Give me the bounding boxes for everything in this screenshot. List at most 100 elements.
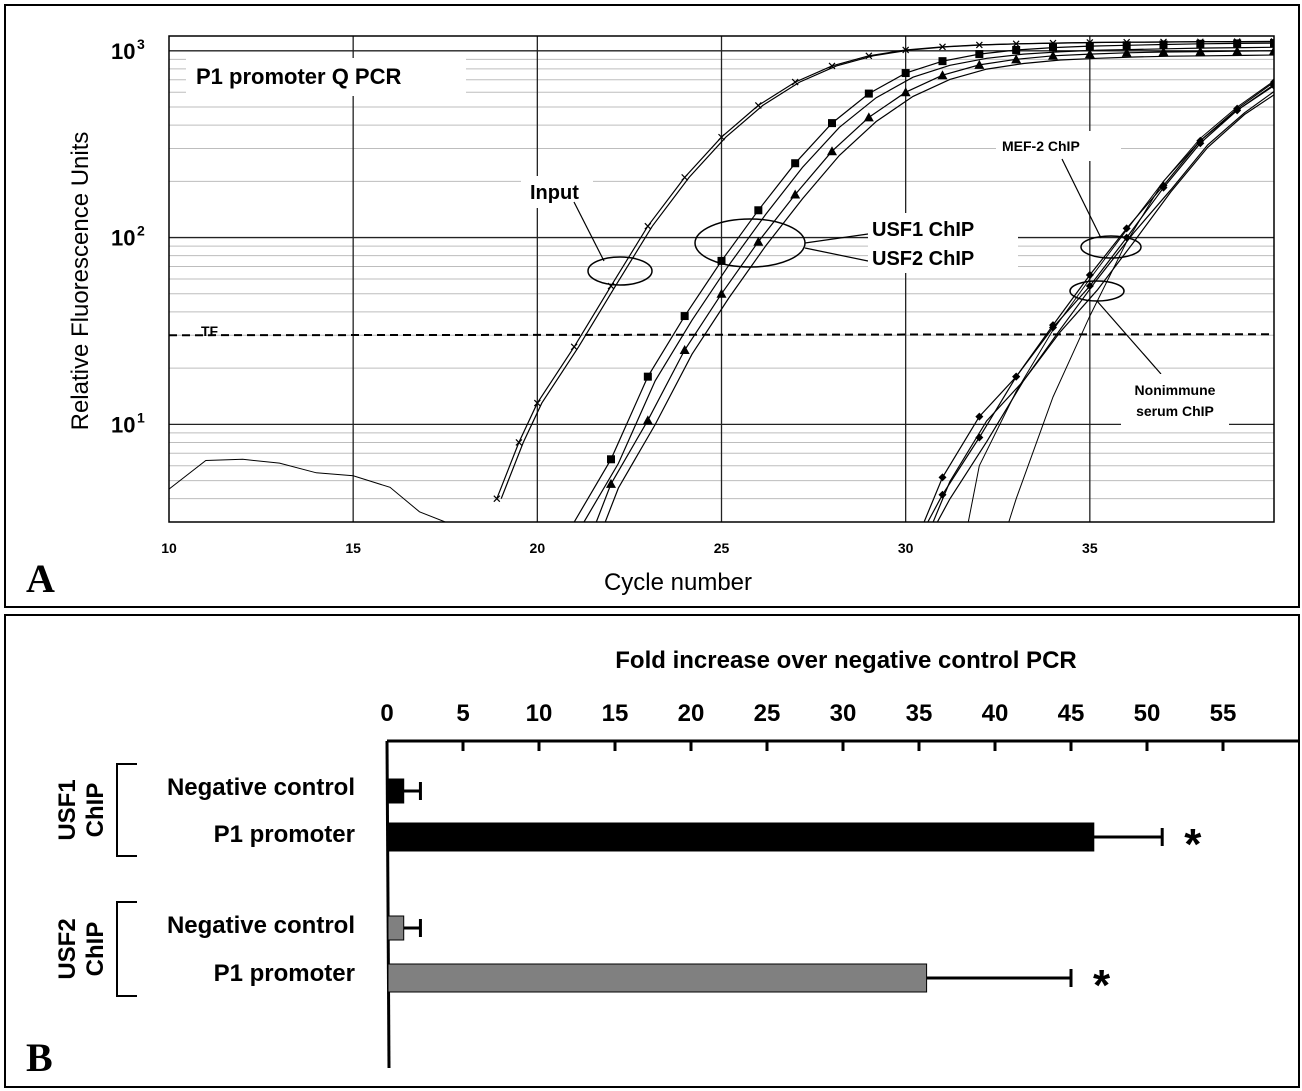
nonimmune-label-bg <box>1121 374 1229 428</box>
bar-tick-label: 45 <box>1058 700 1085 727</box>
x-tick-label: 30 <box>898 540 914 556</box>
usf2-chip-point <box>1084 49 1095 59</box>
usf1-chip-point <box>938 57 947 66</box>
bar-chart-title: Fold increase over negative control PCR <box>615 647 1076 674</box>
usf2-chip-point <box>900 87 911 97</box>
usf1-chip-point <box>643 372 652 381</box>
plot-frame <box>168 35 1275 523</box>
input-point <box>681 173 689 181</box>
row-label-usf1-negative: Negative control <box>167 774 355 801</box>
input-pointer <box>573 201 605 262</box>
annotation-nonimmune-2: serum ChIP <box>1136 403 1214 419</box>
input-point <box>644 222 652 230</box>
usf1-pointer <box>804 233 869 244</box>
annotation-usf1: USF1 ChIP <box>872 219 974 241</box>
usf2-chip-point <box>1195 46 1206 56</box>
usf2-chip-point <box>679 345 690 355</box>
threshold-line <box>168 333 1275 337</box>
bar-tick-label: 30 <box>830 700 857 727</box>
x-tick-label: 35 <box>1082 540 1098 556</box>
usf1-chip-point <box>901 69 910 78</box>
usf1-chip-point <box>864 89 873 98</box>
usf-ellipse <box>694 218 806 268</box>
usf1-chip-point <box>1012 45 1021 54</box>
bar-tick-label: 15 <box>602 700 629 727</box>
y-tick-exponent: 1 <box>137 409 145 425</box>
input-ellipse <box>587 256 653 286</box>
usf1-chip-point <box>1196 39 1205 48</box>
bar <box>387 915 405 941</box>
nonimmune-pointer <box>1096 300 1162 375</box>
usf1-chip-point <box>791 159 800 168</box>
usf1-chip-point <box>975 50 984 59</box>
usf2-chip-point <box>716 288 727 298</box>
panel-letter-a: A <box>26 556 55 601</box>
usf1-chip-point <box>1122 41 1131 50</box>
fold-bar-chart: Fold increase over negative control PCR … <box>26 647 1298 1080</box>
mef2-ellipse <box>1080 235 1142 259</box>
usf2-chip-point <box>790 189 801 199</box>
usf1-chip-point <box>1270 39 1274 48</box>
usf1-chip-point <box>1233 39 1242 48</box>
usf2-chip-point <box>753 236 764 246</box>
row-label-usf2-negative: Negative control <box>167 912 355 939</box>
usf2-chip-point <box>974 59 985 69</box>
bar-tick-label: 25 <box>754 700 781 727</box>
panel-b: Fold increase over negative control PCR … <box>4 614 1300 1088</box>
usf1-chip-point <box>607 455 615 464</box>
nonimmune-serum-chip-curve-replicate <box>936 94 1274 522</box>
usf2-bracket <box>116 901 137 997</box>
panel-letter-b: B <box>26 1035 53 1080</box>
annotation-nonimmune-1: Nonimmune <box>1135 382 1216 398</box>
usf1-chip-point <box>1159 40 1168 49</box>
bar-axis: 0 5 10 15 20 25 30 35 40 45 50 55 <box>380 700 1298 1069</box>
x-axis-label: Cycle number <box>604 569 752 596</box>
usf1-chip-point <box>717 256 726 265</box>
usf1-chip-point <box>1085 42 1094 51</box>
input-curve-replicate <box>500 40 1274 499</box>
usf2-chip-point <box>1048 50 1058 60</box>
usf2-chip-point <box>1269 45 1274 55</box>
nonimmune-serum-chip-point <box>938 490 947 499</box>
late-trace-curve <box>1008 80 1274 522</box>
input-point <box>865 52 873 60</box>
usf2-chip-point <box>606 478 616 488</box>
nonimmune-serum-chip-point <box>975 433 984 442</box>
title-box <box>186 58 466 96</box>
usf2-chip-point <box>1158 47 1169 57</box>
bar-tick-label: 40 <box>982 700 1009 727</box>
input-point <box>791 78 799 86</box>
mef2-pointer <box>1061 158 1102 239</box>
bar-tick-label: 0 <box>380 700 393 727</box>
input-point <box>902 46 910 54</box>
input-point <box>754 101 762 109</box>
y-tick-label: 10 <box>111 412 135 437</box>
late-trace-curve <box>967 84 1274 522</box>
mef-2-chip-point <box>975 412 984 421</box>
input-point <box>828 62 836 70</box>
group-label-usf2: USF2 <box>54 918 81 979</box>
y-axis-label: Relative Fluorescence Units <box>67 132 94 431</box>
row-label-usf2-p1: P1 promoter <box>214 960 355 987</box>
bar <box>387 963 928 993</box>
nonimmune-serum-chip-point <box>1049 323 1057 332</box>
amplification-curves <box>169 38 1274 522</box>
row-label-usf1-p1: P1 promoter <box>214 821 355 848</box>
input-point <box>1012 40 1020 48</box>
significance-star: * <box>1093 961 1111 1010</box>
mef2-label-bg <box>996 131 1121 161</box>
usf1-chip-point <box>680 312 689 321</box>
panel-a: 10 15 20 25 30 35 10 3 10 2 10 1 P1 promoter Q PCR … <box>4 4 1300 608</box>
bar-tick-label: 5 <box>456 700 469 727</box>
bar-tick-label: 35 <box>906 700 933 727</box>
input-point <box>718 133 725 141</box>
input-point <box>515 439 523 446</box>
usf2-chip-point <box>1011 54 1022 64</box>
x-tick-label: 20 <box>530 540 546 556</box>
y-tick-exponent: 2 <box>137 223 145 239</box>
usf1-chip-point <box>828 119 836 128</box>
usf-label-bg <box>868 213 1018 273</box>
usf1-chip-point <box>754 206 763 215</box>
